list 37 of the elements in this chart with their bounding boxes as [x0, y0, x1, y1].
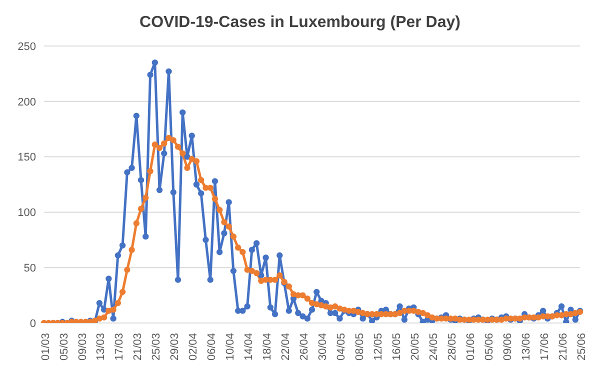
- x-tick-label: 20/05: [409, 333, 422, 361]
- x-tick-label: 01/06: [464, 333, 477, 361]
- x-tick-label: 05/03: [58, 333, 70, 361]
- x-tick-label: 21/06: [557, 333, 570, 361]
- x-tick-label: 14/04: [243, 333, 256, 361]
- x-tick-label: 30/04: [317, 333, 330, 361]
- chart-title: COVID-19-Cases in Luxembourg (Per Day): [138, 13, 462, 33]
- x-tick-label: 29/03: [169, 333, 182, 361]
- x-tick-label: 28/05: [446, 333, 458, 361]
- x-tick-label: 09/06: [502, 333, 514, 361]
- y-tick-label: 250: [18, 40, 36, 53]
- x-tick-label: 17/06: [538, 333, 551, 361]
- y-tick-label: 200: [18, 96, 36, 108]
- y-tick-label: 100: [18, 207, 36, 220]
- x-tick-label: 16/05: [390, 333, 403, 361]
- x-tick-label: 13/03: [95, 333, 108, 361]
- x-tick-label: 26/04: [298, 333, 311, 361]
- x-tick-label: 04/05: [336, 333, 348, 361]
- x-tick-label: 22/04: [280, 333, 292, 361]
- y-tick-label: 150: [18, 152, 36, 164]
- y-tick-label: 50: [24, 262, 36, 275]
- y-tick-label: 0: [30, 318, 36, 330]
- x-tick-label: 25/06: [576, 333, 588, 361]
- x-tick-label: 05/06: [483, 333, 496, 361]
- x-tick-label: 08/05: [354, 333, 366, 361]
- x-tick-label: 06/04: [206, 333, 218, 361]
- x-tick-label: 02/04: [188, 333, 200, 361]
- x-tick-label: 17/03: [114, 333, 126, 361]
- x-tick-label: 21/03: [132, 333, 144, 361]
- x-tick-label: 13/06: [520, 333, 532, 361]
- x-tick-label: 12/05: [372, 333, 384, 361]
- x-tick-label: 24/05: [428, 333, 440, 361]
- x-tick-label: 10/04: [224, 333, 237, 361]
- x-tick-label: 09/03: [76, 333, 89, 361]
- x-tick-label: 01/03: [40, 333, 52, 361]
- x-tick-label: 18/04: [262, 333, 274, 361]
- x-tick-label: 25/03: [150, 333, 163, 361]
